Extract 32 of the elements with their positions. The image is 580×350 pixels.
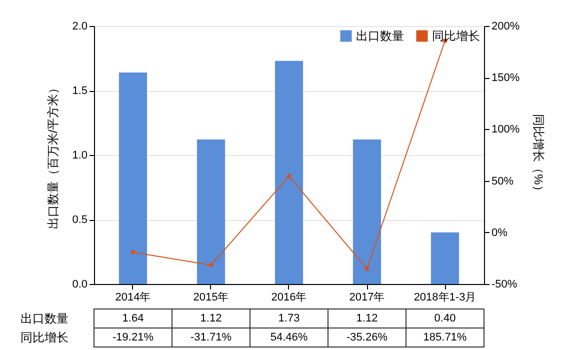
data-label: 1.64 <box>122 312 144 324</box>
data-label: -31.71% <box>190 332 232 344</box>
data-label: 54.46% <box>270 332 308 344</box>
legend-label: 出口数量 <box>356 29 404 43</box>
x-tick-label: 2018年1-3月 <box>414 292 476 304</box>
x-tick-label: 2017年 <box>349 292 385 304</box>
data-label: 0.40 <box>434 312 456 324</box>
y2-tick-label: -50% <box>492 278 518 290</box>
y2-axis-title: 同比增长（%） <box>532 114 546 197</box>
y2-tick-label: 50% <box>492 175 514 188</box>
y-tick-label: 1.5 <box>72 85 88 97</box>
y-tick-label: 0.5 <box>72 214 88 226</box>
text: 出口数量 <box>20 312 68 326</box>
y2-tick-label: 0% <box>492 226 508 239</box>
data-label: 1.12 <box>356 312 378 324</box>
y2-tick-label: 200% <box>492 20 520 32</box>
data-label: -35.26% <box>346 332 388 344</box>
data-label: 1.73 <box>278 312 300 324</box>
y-axis-title: 出口数量（百万米/平方米） <box>46 82 60 230</box>
data-label: -19.21% <box>112 332 154 344</box>
y-tick-label: 2.0 <box>72 20 88 32</box>
y-tick-label: 1.0 <box>72 150 88 162</box>
x-tick-label: 2016年 <box>271 292 307 304</box>
text: 同比增长 <box>20 330 68 344</box>
data-label: 185.71% <box>423 332 467 344</box>
y2-tick-label: 100% <box>492 124 520 136</box>
y2-tick-label: 150% <box>492 72 520 84</box>
x-tick-label: 2014年 <box>115 292 151 304</box>
x-tick-label: 2015年 <box>193 292 229 304</box>
data-label: 1.12 <box>200 312 222 324</box>
legend-label: 同比增长 <box>432 29 480 43</box>
y-tick-label: 0.0 <box>72 278 88 290</box>
